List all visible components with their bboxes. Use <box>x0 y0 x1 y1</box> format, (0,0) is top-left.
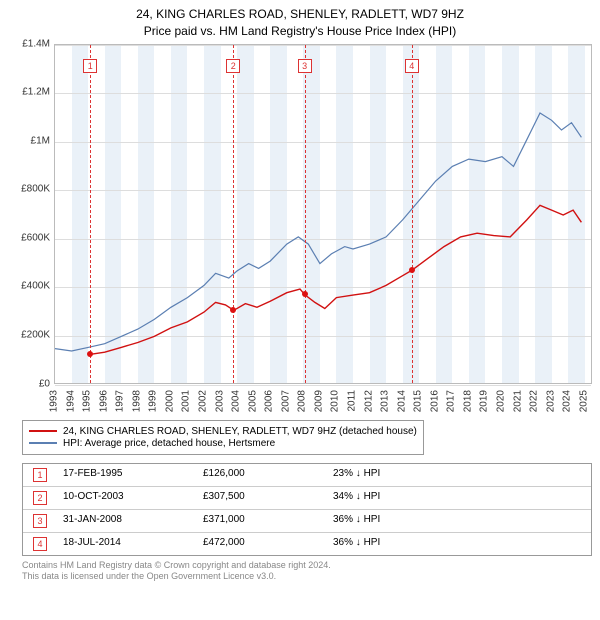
footer-text: Contains HM Land Registry data © Crown c… <box>22 560 592 583</box>
footer-line2: This data is licensed under the Open Gov… <box>22 571 592 583</box>
x-tick-label: 2001 <box>181 390 192 412</box>
table-row: 2 10-OCT-2003£307,50034% ↓ HPI <box>23 487 591 510</box>
chart-container: 24, KING CHARLES ROAD, SHENLEY, RADLETT,… <box>0 0 600 589</box>
sale-marker-line <box>412 45 413 383</box>
x-tick-label: 2015 <box>413 390 424 412</box>
sale-marker-box: 3 <box>298 59 312 73</box>
sale-marker-dot <box>230 307 236 313</box>
x-tick-label: 1999 <box>148 390 159 412</box>
table-row: 4 18-JUL-2014£472,00036% ↓ HPI <box>23 533 591 555</box>
y-tick-label: £400K <box>21 281 50 292</box>
x-tick-label: 2013 <box>380 390 391 412</box>
cell-diff: 36% ↓ HPI <box>327 533 467 555</box>
sale-marker-dot <box>87 351 93 357</box>
sale-marker-box: 1 <box>83 59 97 73</box>
x-tick-label: 2022 <box>529 390 540 412</box>
legend-label: HPI: Average price, detached house, Hert… <box>63 438 275 449</box>
x-axis: 1993199419951996199719981999200020012002… <box>54 384 592 414</box>
x-tick-label: 1993 <box>49 390 60 412</box>
x-tick-label: 2010 <box>330 390 341 412</box>
x-tick-label: 2002 <box>197 390 208 412</box>
legend-row: 24, KING CHARLES ROAD, SHENLEY, RADLETT,… <box>29 426 417 437</box>
x-tick-label: 1997 <box>115 390 126 412</box>
x-tick-label: 2012 <box>363 390 374 412</box>
y-tick-label: £1M <box>31 135 50 146</box>
title-line1: 24, KING CHARLES ROAD, SHENLEY, RADLETT,… <box>8 6 592 23</box>
sale-marker-line <box>305 45 306 383</box>
y-axis: £0£200K£400K£600K£800K£1M£1.2M£1.4M <box>8 44 54 384</box>
sale-number-box: 4 <box>33 537 47 551</box>
cell-date: 10-OCT-2003 <box>57 487 197 509</box>
x-tick-label: 2024 <box>562 390 573 412</box>
cell-price: £371,000 <box>197 510 327 532</box>
legend-row: HPI: Average price, detached house, Hert… <box>29 438 417 449</box>
table-row: 3 31-JAN-2008£371,00036% ↓ HPI <box>23 510 591 533</box>
legend-label: 24, KING CHARLES ROAD, SHENLEY, RADLETT,… <box>63 426 417 437</box>
cell-date: 17-FEB-1995 <box>57 464 197 486</box>
sale-marker-line <box>90 45 91 383</box>
x-tick-label: 2016 <box>429 390 440 412</box>
cell-num: 4 <box>23 533 57 555</box>
x-tick-label: 1996 <box>98 390 109 412</box>
title-block: 24, KING CHARLES ROAD, SHENLEY, RADLETT,… <box>8 6 592 40</box>
cell-diff: 23% ↓ HPI <box>327 464 467 486</box>
cell-num: 3 <box>23 510 57 532</box>
cell-price: £307,500 <box>197 487 327 509</box>
x-tick-label: 2003 <box>214 390 225 412</box>
cell-price: £126,000 <box>197 464 327 486</box>
x-tick-label: 2021 <box>512 390 523 412</box>
table-row: 1 17-FEB-1995£126,00023% ↓ HPI <box>23 464 591 487</box>
x-tick-label: 2019 <box>479 390 490 412</box>
x-tick-label: 2018 <box>462 390 473 412</box>
x-tick-label: 1994 <box>65 390 76 412</box>
y-tick-label: £800K <box>21 184 50 195</box>
x-tick-label: 2025 <box>578 390 589 412</box>
x-tick-label: 1998 <box>131 390 142 412</box>
cell-price: £472,000 <box>197 533 327 555</box>
x-tick-label: 2006 <box>264 390 275 412</box>
cell-date: 18-JUL-2014 <box>57 533 197 555</box>
cell-num: 1 <box>23 464 57 486</box>
cell-diff: 36% ↓ HPI <box>327 510 467 532</box>
x-tick-label: 2011 <box>346 390 357 412</box>
legend-swatch <box>29 430 57 432</box>
sale-marker-dot <box>302 291 308 297</box>
y-tick-label: £600K <box>21 232 50 243</box>
sale-marker-line <box>233 45 234 383</box>
x-tick-label: 2017 <box>446 390 457 412</box>
x-tick-label: 2023 <box>545 390 556 412</box>
cell-diff: 34% ↓ HPI <box>327 487 467 509</box>
sale-number-box: 1 <box>33 468 47 482</box>
y-tick-label: £1.4M <box>22 38 50 49</box>
x-tick-label: 2009 <box>313 390 324 412</box>
x-tick-label: 2014 <box>396 390 407 412</box>
y-tick-label: £1.2M <box>22 87 50 98</box>
chart-area: £0£200K£400K£600K£800K£1M£1.2M£1.4M 1234… <box>8 44 592 414</box>
sale-number-box: 2 <box>33 491 47 505</box>
x-tick-label: 2007 <box>280 390 291 412</box>
title-line2: Price paid vs. HM Land Registry's House … <box>8 23 592 40</box>
sale-marker-box: 4 <box>405 59 419 73</box>
series-hpi <box>55 113 581 351</box>
x-tick-label: 2005 <box>247 390 258 412</box>
footer-line1: Contains HM Land Registry data © Crown c… <box>22 560 592 572</box>
plot-region: 1 2 3 4 <box>54 44 592 384</box>
x-tick-label: 2008 <box>297 390 308 412</box>
sale-marker-dot <box>409 267 415 273</box>
y-tick-label: £200K <box>21 330 50 341</box>
x-tick-label: 2004 <box>231 390 242 412</box>
cell-date: 31-JAN-2008 <box>57 510 197 532</box>
sales-table: 1 17-FEB-1995£126,00023% ↓ HPI 2 10-OCT-200… <box>22 463 592 556</box>
legend-box: 24, KING CHARLES ROAD, SHENLEY, RADLETT,… <box>22 420 424 455</box>
x-tick-label: 2000 <box>164 390 175 412</box>
sale-number-box: 3 <box>33 514 47 528</box>
series-property <box>90 205 582 354</box>
line-series-svg <box>55 45 593 385</box>
sale-marker-box: 2 <box>226 59 240 73</box>
cell-num: 2 <box>23 487 57 509</box>
legend-swatch <box>29 442 57 444</box>
y-tick-label: £0 <box>39 378 50 389</box>
x-tick-label: 1995 <box>82 390 93 412</box>
x-tick-label: 2020 <box>495 390 506 412</box>
